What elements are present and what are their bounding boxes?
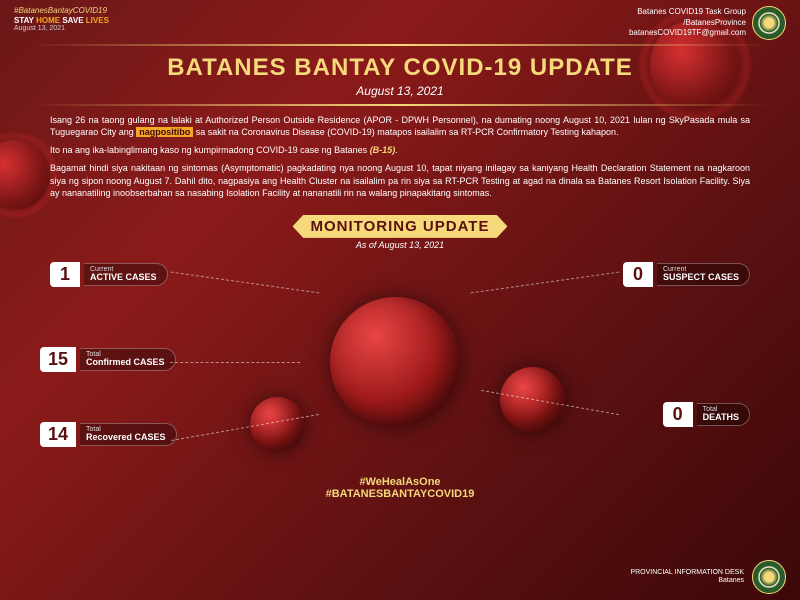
stat-recovered-cases: 14 Total Recovered CASES (40, 422, 177, 447)
connector-line (170, 362, 300, 363)
hashtag-batanesbantay: #BATANESBANTAYCOVID19 (0, 488, 800, 500)
stat-value: 15 (40, 347, 76, 372)
virus-center-icon (330, 297, 460, 427)
info-desk-label: PROVINCIAL INFORMATION DESK Batanes (630, 569, 744, 584)
stat-confirmed-cases: 15 Total Confirmed CASES (40, 347, 176, 372)
stat-label: Current ACTIVE CASES (84, 263, 168, 287)
stat-value: 0 (623, 262, 653, 287)
hashtag-wehealasone: #WeHealAsOne (0, 476, 800, 488)
header-tagline: STAY HOME SAVE LIVES (14, 16, 109, 26)
paragraph-3: Bagamat hindi siya nakitaan ng sintomas … (50, 162, 750, 198)
stat-suspect-cases: 0 Current SUSPECT CASES (623, 262, 750, 287)
positive-highlight: nagpositibo (136, 127, 193, 137)
paragraph-1: Isang 26 na taong gulang na lalaki at Au… (50, 114, 750, 138)
connector-line (171, 271, 320, 293)
stat-value: 0 (663, 402, 693, 427)
stat-label: Total DEATHS (697, 403, 750, 427)
title-area: BATANES BANTAY COVID-19 UPDATE August 13… (30, 44, 770, 106)
stat-label: Total Recovered CASES (80, 423, 177, 447)
monitoring-label: MONITORING UPDATE (293, 215, 508, 238)
stat-label: Current SUSPECT CASES (657, 263, 750, 287)
connector-line (471, 271, 620, 293)
stats-area: 1 Current ACTIVE CASES 0 Current SUSPECT… (40, 252, 760, 482)
monitoring-banner: MONITORING UPDATE As of August 13, 2021 (0, 215, 800, 250)
stat-value: 14 (40, 422, 76, 447)
stat-label: Total Confirmed CASES (80, 348, 176, 372)
email-label: batanesCOVID19TF@gmail.com (629, 28, 746, 38)
fb-handle: /BatanesProvince (629, 18, 746, 28)
task-group-label: Batanes COVID19 Task Group (629, 7, 746, 17)
footer-bar: PROVINCIAL INFORMATION DESK Batanes (630, 560, 786, 594)
body-text: Isang 26 na taong gulang na lalaki at Au… (0, 106, 800, 209)
province-seal-icon (752, 560, 786, 594)
header-right: Batanes COVID19 Task Group /BatanesProvi… (629, 6, 786, 40)
subtitle-date: August 13, 2021 (70, 84, 730, 98)
case-id: (B-15) (370, 145, 396, 155)
stat-active-cases: 1 Current ACTIVE CASES (50, 262, 168, 287)
paragraph-2: Ito na ang ika-labinglimang kaso ng kump… (50, 144, 750, 156)
stat-deaths: 0 Total DEATHS (663, 402, 750, 427)
header-hashtag: #BatanesBantayCOVID19 (14, 6, 109, 16)
header-left: #BatanesBantayCOVID19 STAY HOME SAVE LIV… (14, 6, 109, 34)
main-title: BATANES BANTAY COVID-19 UPDATE (70, 54, 730, 82)
stat-value: 1 (50, 262, 80, 287)
as-of-date: As of August 13, 2021 (0, 240, 800, 250)
province-seal-icon (752, 6, 786, 40)
header-bar: #BatanesBantayCOVID19 STAY HOME SAVE LIV… (0, 0, 800, 42)
footer-hashtags: #WeHealAsOne #BATANESBANTAYCOVID19 (0, 476, 800, 500)
header-date: August 13, 2021 (14, 25, 109, 33)
